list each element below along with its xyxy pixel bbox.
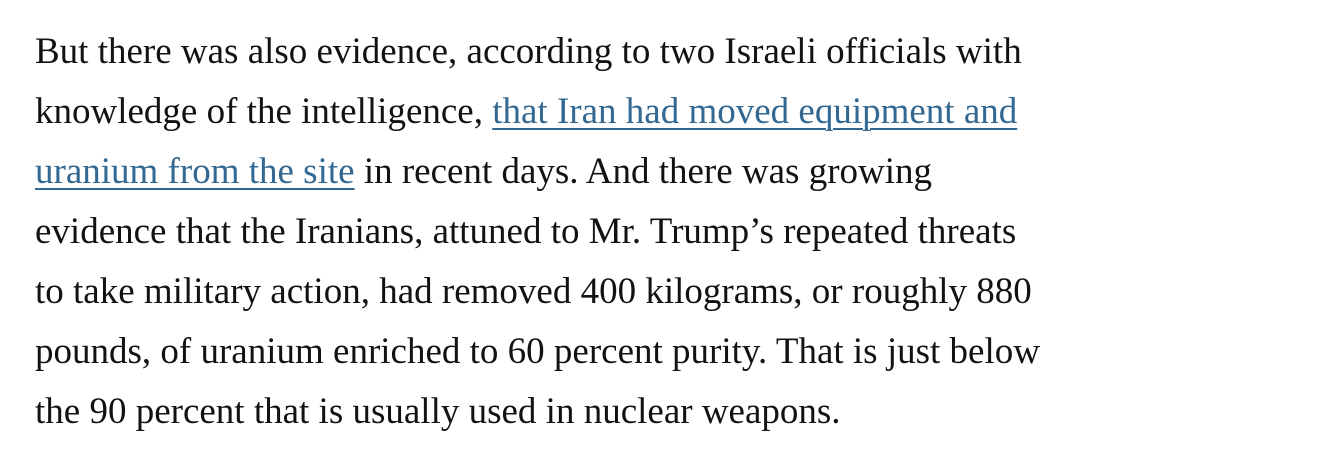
text-line: knowledge of the intelligence, that Iran… [35,82,1040,142]
text-run: the 90 percent that is usually used in n… [35,391,841,432]
text-run: to take military action, had removed 400… [35,271,1032,312]
text-line: But there was also evidence, according t… [35,22,1040,82]
paragraph: But there was also evidence, according t… [35,22,1040,442]
article-link[interactable]: uranium from the site [35,151,355,192]
text-line: to take military action, had removed 400… [35,262,1040,322]
article-link[interactable]: that Iran had moved equipment and [492,91,1018,132]
text-run: in recent days. And there was growing [354,151,933,192]
text-line: evidence that the Iranians, attuned to M… [35,202,1040,262]
text-run: evidence that the Iranians, attuned to M… [35,211,1017,252]
text-line: pounds, of uranium enriched to 60 percen… [35,322,1040,382]
text-run: pounds, of uranium enriched to 60 percen… [35,331,1040,372]
text-run: But there was also evidence, according t… [35,31,1022,72]
text-line: uranium from the site in recent days. An… [35,142,1040,202]
text-run: knowledge of the intelligence, [35,91,493,132]
text-line: the 90 percent that is usually used in n… [35,382,1040,442]
